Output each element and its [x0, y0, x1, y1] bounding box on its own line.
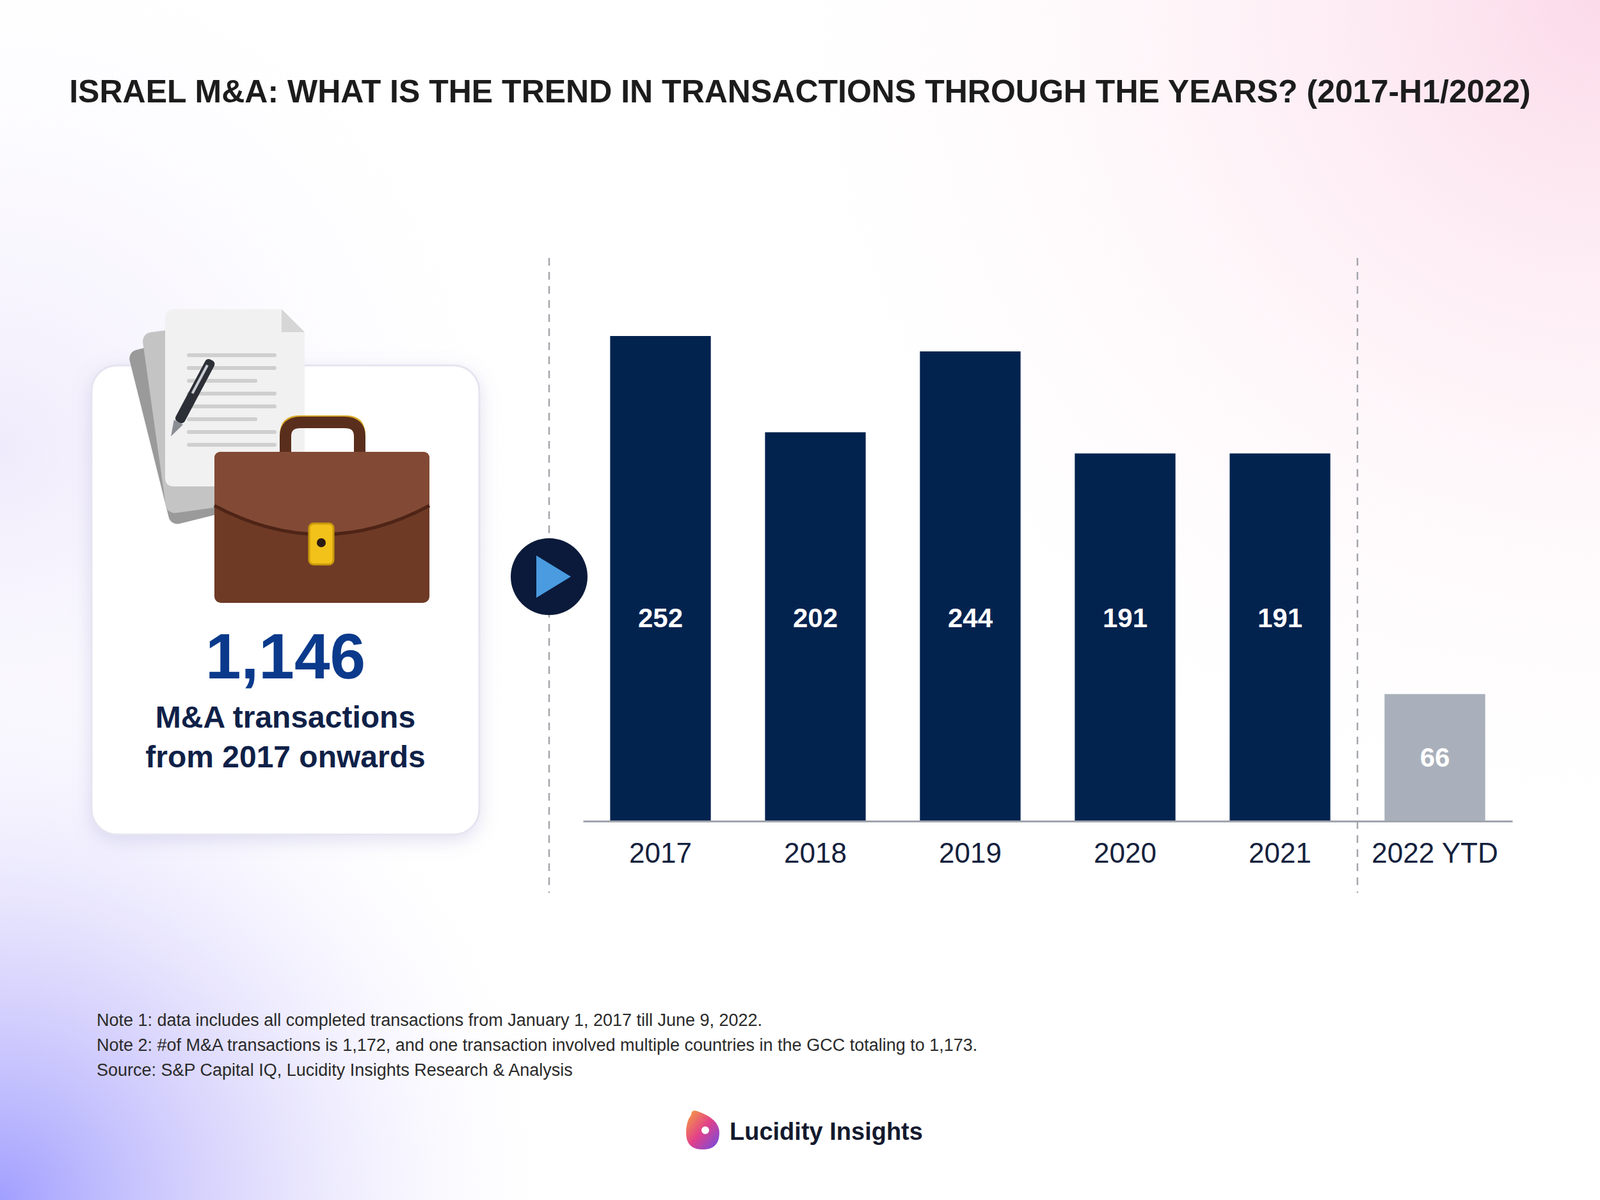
- footnote: Note 2: #of M&A transactions is 1,172, a…: [96, 1035, 978, 1055]
- background-tint: [0, 0, 1600, 1200]
- brand-logo: Lucidity Insights: [686, 1110, 923, 1150]
- arrow-circle: [510, 538, 588, 616]
- paper-line: [186, 417, 258, 422]
- pen-body: [174, 357, 217, 425]
- pen-tip: [166, 419, 184, 440]
- footnote: Note 1: data includes all completed tran…: [96, 1010, 763, 1030]
- bar: [1229, 453, 1330, 822]
- briefcase-body: [214, 451, 430, 603]
- data-label: 191: [1257, 602, 1303, 633]
- bar: [1384, 693, 1485, 822]
- briefcase-icon: [214, 417, 430, 603]
- bar: [1074, 453, 1176, 822]
- summary-card: 1,146 M&A transactions from 2017 onwards: [91, 309, 480, 835]
- briefcase-lock: [316, 538, 326, 548]
- background-tint: [0, 0, 1600, 1200]
- data-label: 252: [638, 602, 683, 633]
- bar: [919, 351, 1021, 822]
- briefcase-handle: [285, 422, 360, 456]
- paper-line: [186, 391, 277, 396]
- bar: [609, 336, 711, 822]
- data-label: 66: [1420, 742, 1451, 773]
- x-tick: 2020: [1093, 837, 1157, 869]
- x-tick-label: 2018: [784, 837, 847, 869]
- x-tick: 2021: [1248, 837, 1312, 869]
- background: [0, 0, 1600, 1200]
- data-labels: 252 202 244 191 191 66: [638, 602, 1450, 774]
- arrow-triangle: [536, 555, 571, 598]
- logo-mark: [686, 1110, 720, 1150]
- paper-line: [186, 442, 277, 447]
- paper-line: [186, 430, 277, 434]
- data-label: 202: [792, 602, 838, 633]
- paper-line: [186, 353, 277, 358]
- x-tick-label: 2019: [938, 837, 1002, 869]
- separator: [1356, 257, 1359, 893]
- x-tick: 2017: [629, 837, 692, 869]
- x-tick-label: 2021: [1248, 837, 1312, 869]
- logo-dot: [701, 1126, 710, 1135]
- briefcase-handle-rim: [281, 417, 364, 456]
- page: ISRAEL M&A: WHAT IS THE TREND IN TRANSAC…: [0, 0, 1600, 1200]
- data-label: 244: [947, 602, 994, 633]
- bar: [764, 432, 866, 822]
- x-tick: 2019: [938, 837, 1002, 869]
- x-tick-label: 2017: [629, 837, 692, 869]
- background-tint: [0, 0, 1600, 1200]
- summary-text: from 2017 onwards: [145, 739, 425, 774]
- x-tick-label: 2020: [1093, 837, 1157, 869]
- paper-line: [186, 366, 277, 370]
- paper-line: [186, 404, 277, 409]
- summary-text: M&A transactions: [155, 700, 416, 735]
- x-tick: 2018: [784, 837, 847, 869]
- pen-clip: [191, 364, 209, 395]
- briefcase-clasp: [309, 523, 334, 565]
- x-axis: 2017 2018 2019 2020 2021 2022 YTD: [583, 821, 1513, 870]
- brand-name: Lucidity Insights: [729, 1118, 923, 1145]
- briefcase-flap: [214, 451, 430, 535]
- pen-icon: [166, 357, 217, 440]
- x-axis-line: [583, 820, 1513, 823]
- data-label: 191: [1102, 602, 1148, 633]
- paper-fold: [281, 309, 305, 333]
- chart-title: ISRAEL M&A: WHAT IS THE TREND IN TRANSAC…: [69, 73, 1531, 110]
- x-tick-label: 2022 YTD: [1371, 837, 1498, 869]
- x-tick: 2022 YTD: [1371, 837, 1498, 869]
- footnote: Source: S&P Capital IQ, Lucidity Insight…: [96, 1060, 573, 1080]
- bars: [609, 336, 1485, 822]
- summary-total: 1,146: [205, 620, 366, 692]
